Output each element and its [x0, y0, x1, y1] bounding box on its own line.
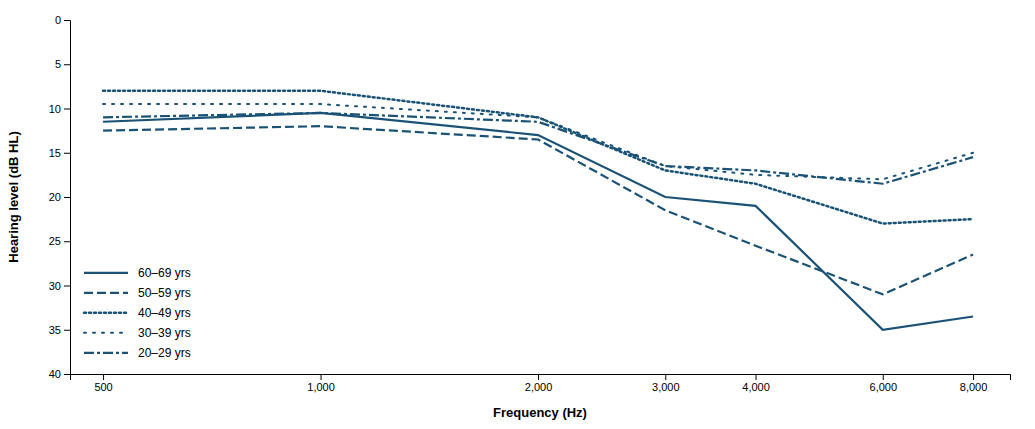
y-axis: 0 5 10 15 20 25 30 35 40 [49, 14, 71, 380]
x-tick-mark [973, 374, 974, 380]
y-axis-title: Hearing level (dB HL) [6, 131, 21, 262]
x-tick-label: 2,000 [525, 381, 553, 393]
legend-swatch [84, 312, 128, 315]
y-tick-label: 40 [49, 368, 61, 380]
y-tick: 10 [49, 103, 70, 115]
y-tick-mark [64, 64, 70, 65]
y-tick-mark [64, 109, 70, 110]
legend-label: 40–49 yrs [138, 306, 191, 320]
y-tick-mark [64, 330, 70, 331]
y-tick: 30 [49, 280, 70, 292]
legend-label: 20–29 yrs [138, 346, 191, 360]
legend-swatch [84, 272, 128, 274]
plot: 500 1,000 2,000 3,000 4,000 6,000 8,000 0 5 10 15 2… [49, 14, 1011, 393]
y-tick-label: 30 [49, 280, 61, 292]
y-tick-label: 20 [49, 191, 61, 203]
legend-entry: 50–59 yrs [84, 286, 191, 300]
series-line [103, 104, 973, 179]
series-line [103, 113, 973, 184]
y-tick-mark [64, 286, 70, 287]
x-tick-label: 3,000 [652, 381, 680, 393]
legend-swatch [84, 332, 128, 334]
legend-swatch [84, 352, 128, 354]
y-tick: 0 [55, 14, 70, 26]
legend-entry: 20–29 yrs [84, 346, 191, 360]
x-tick-mark [321, 374, 322, 380]
y-axis-line [64, 21, 71, 375]
y-tick-mark [64, 197, 70, 198]
x-tick-label: 4,000 [742, 381, 770, 393]
y-tick: 15 [49, 147, 70, 159]
y-tick-mark [64, 241, 70, 242]
y-tick-mark [64, 20, 70, 21]
x-tick: 2,000 [525, 374, 553, 393]
y-tick: 40 [49, 368, 70, 380]
lines [103, 91, 973, 330]
y-tick: 25 [49, 235, 70, 247]
legend-entry: 30–39 yrs [84, 326, 191, 340]
x-tick: 3,000 [652, 374, 680, 393]
y-tick-label: 25 [49, 235, 61, 247]
y-tick: 20 [49, 191, 70, 203]
x-tick-mark [103, 374, 104, 380]
x-tick-label: 6,000 [870, 381, 898, 393]
legend-label: 60–69 yrs [138, 266, 191, 280]
legend: 60–69 yrs 50–59 yrs 40–49 yrs 30–39 yrs 20–2… [84, 266, 191, 360]
legend-entry: 40–49 yrs [84, 306, 191, 320]
x-axis-title: Frequency (Hz) [493, 405, 587, 420]
y-tick-label: 35 [49, 324, 61, 336]
y-tick-label: 5 [55, 58, 61, 70]
legend-label: 50–59 yrs [138, 286, 191, 300]
legend-entry: 60–69 yrs [84, 266, 191, 280]
series-line [103, 91, 973, 224]
chart: 500 1,000 2,000 3,000 4,000 6,000 8,000 0 5 10 15 2… [0, 0, 1035, 429]
series-line [103, 113, 973, 330]
x-tick-mark [756, 374, 757, 380]
x-tick: 8,000 [960, 374, 988, 393]
x-tick-label: 8,000 [960, 381, 988, 393]
x-tick-label: 500 [94, 381, 112, 393]
y-tick-label: 0 [55, 14, 61, 26]
x-tick: 1,000 [307, 374, 335, 393]
x-tick-mark [538, 374, 539, 380]
legend-swatch [84, 292, 128, 294]
y-tick-mark [64, 153, 70, 154]
x-axis: 500 1,000 2,000 3,000 4,000 6,000 8,000 [71, 374, 1011, 393]
legend-label: 30–39 yrs [138, 326, 191, 340]
x-tick: 500 [94, 374, 112, 393]
y-tick-label: 10 [49, 103, 61, 115]
x-tick: 6,000 [870, 374, 898, 393]
x-axis-line [71, 375, 1011, 381]
y-tick: 5 [55, 58, 70, 70]
y-tick-mark [64, 374, 70, 375]
x-tick-label: 1,000 [307, 381, 335, 393]
x-tick-mark [883, 374, 884, 380]
y-tick-label: 15 [49, 147, 61, 159]
y-tick: 35 [49, 324, 70, 336]
x-tick: 4,000 [742, 374, 770, 393]
x-tick-mark [665, 374, 666, 380]
